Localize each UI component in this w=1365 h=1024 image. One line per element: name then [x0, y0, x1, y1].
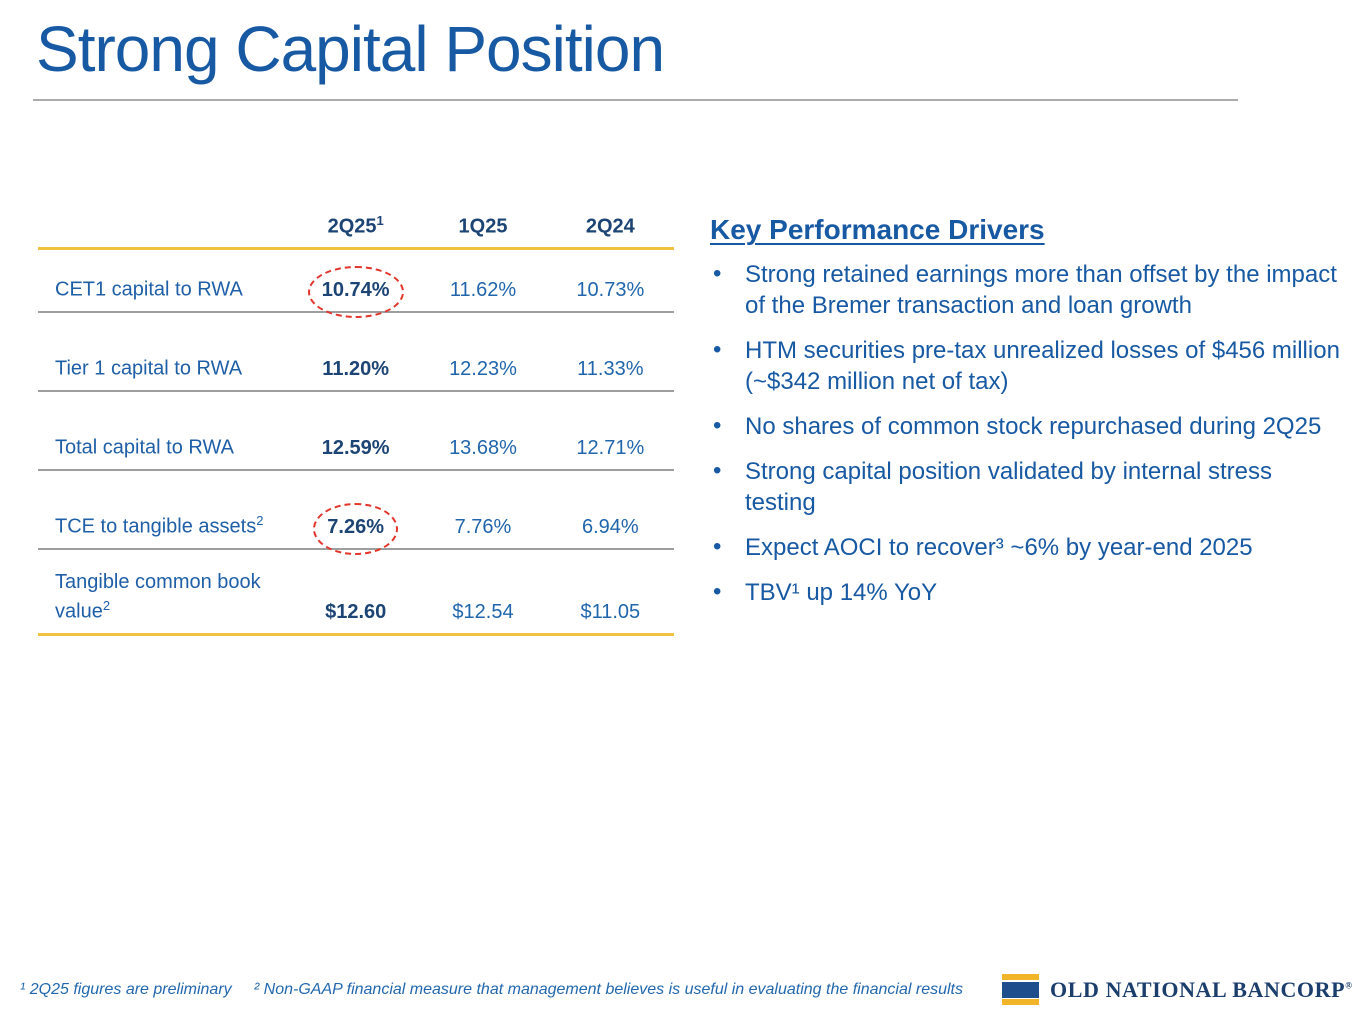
- bullet-text: HTM securities pre-tax unrealized losses…: [745, 337, 1340, 395]
- row-label: TCE to tangible assets2: [38, 509, 292, 539]
- cell-value: 11.62%: [449, 279, 517, 301]
- bullet-text: No shares of common stock repurchased du…: [745, 413, 1322, 440]
- cell-value: 7.26%: [327, 516, 385, 538]
- cell-2q24: 10.73%: [547, 279, 674, 302]
- row-label-text: Tier 1 capital to RWA: [55, 358, 243, 380]
- cell-2q25: 12.59%: [292, 437, 419, 460]
- brand-wordmark: OLD NATIONAL BANCORP®: [1050, 977, 1353, 1003]
- row-label: Tangible common book value2: [38, 570, 292, 624]
- bullet-list: Strong retained earnings more than offse…: [708, 258, 1340, 608]
- cell-value: $11.05: [580, 601, 641, 623]
- logo-gold-bar-top: [1002, 974, 1039, 980]
- row-label: CET1 capital to RWA: [38, 272, 292, 302]
- footer-logo-block: OLD NATIONAL BANCORP® 31: [1002, 974, 1365, 1005]
- old-national-logo-icon: [1002, 974, 1039, 1005]
- cell-value: 12.59%: [321, 437, 390, 459]
- cell-value: $12.54: [452, 601, 514, 623]
- row-footnote-marker: 2: [256, 513, 264, 529]
- row-label: Total capital to RWA: [38, 430, 292, 460]
- cell-2q24: 11.33%: [547, 358, 674, 381]
- row-label: Tier 1 capital to RWA: [38, 351, 292, 381]
- table-header-1q25: 1Q25: [419, 213, 546, 239]
- cell-1q25: $12.54: [419, 601, 546, 624]
- bullet-text: Strong capital position validated by int…: [745, 458, 1272, 516]
- capital-ratios-table: 2Q251 1Q25 2Q24 CET1 capital to RWA 10.7…: [38, 213, 674, 636]
- bullet-item: Strong retained earnings more than offse…: [708, 258, 1340, 321]
- bullet-text: Expect AOCI to recover³ ~6% by year-end …: [745, 534, 1253, 561]
- cell-2q25: $12.60: [292, 601, 419, 624]
- row-label-text: CET1 capital to RWA: [55, 279, 243, 301]
- row-label-text: Tangible common book value: [55, 571, 261, 623]
- logo-blue-square: [1002, 981, 1039, 998]
- cell-value: 10.73%: [576, 279, 645, 301]
- cell-1q25: 11.62%: [419, 279, 546, 302]
- table-row-total-capital: Total capital to RWA 12.59% 13.68% 12.71…: [38, 392, 674, 471]
- registered-trademark-symbol: ®: [1345, 980, 1353, 991]
- table-header-2q25: 2Q251: [292, 213, 419, 239]
- bullet-text: Strong retained earnings more than offse…: [745, 261, 1337, 319]
- cell-2q24: $11.05: [547, 601, 674, 624]
- table-row-tier1: Tier 1 capital to RWA 11.20% 12.23% 11.3…: [38, 313, 674, 392]
- row-label-text: Total capital to RWA: [55, 437, 234, 459]
- cell-2q24: 12.71%: [547, 437, 674, 460]
- row-footnote-marker: 2: [102, 598, 111, 614]
- page-title: Strong Capital Position: [36, 13, 665, 85]
- cell-2q25: 10.74%: [292, 266, 419, 318]
- bullet-item: No shares of common stock repurchased du…: [708, 410, 1340, 442]
- bullet-item: Strong capital position validated by int…: [708, 455, 1340, 518]
- column-footnote-marker: 1: [376, 213, 384, 229]
- column-label: 1Q25: [458, 216, 508, 238]
- section-heading: Key Performance Drivers: [710, 214, 1045, 245]
- cell-value: $12.60: [325, 601, 387, 623]
- table-row-tangible-book-value: Tangible common book value2 $12.60 $12.5…: [38, 550, 674, 636]
- bullet-item: TBV¹ up 14% YoY: [708, 576, 1340, 608]
- cell-value: 7.76%: [454, 516, 512, 538]
- column-label: 2Q25: [327, 216, 377, 238]
- table-row-cet1: CET1 capital to RWA 10.74% 11.62% 10.73%: [38, 250, 674, 318]
- key-performance-drivers-section: Key Performance Drivers Strong retained …: [708, 214, 1340, 622]
- footnote-line: ¹ 2Q25 figures are preliminary ² Non-GAA…: [20, 981, 963, 998]
- table-header-2q24: 2Q24: [547, 213, 674, 239]
- table-header-row: 2Q251 1Q25 2Q24: [38, 213, 674, 250]
- cell-value: 11.20%: [322, 358, 390, 380]
- cell-2q25: 11.20%: [292, 358, 419, 381]
- cell-value: 13.68%: [449, 437, 517, 459]
- red-dashed-circle-highlight: 7.26%: [313, 503, 398, 555]
- row-label-text: TCE to tangible assets: [55, 516, 257, 538]
- column-label: 2Q24: [585, 216, 635, 238]
- bullet-text: TBV¹ up 14% YoY: [745, 579, 938, 606]
- brand-name: OLD NATIONAL BANCORP: [1050, 976, 1346, 1002]
- bullet-item: HTM securities pre-tax unrealized losses…: [708, 334, 1340, 397]
- bullet-item: Expect AOCI to recover³ ~6% by year-end …: [708, 531, 1340, 563]
- cell-value: 11.33%: [577, 358, 644, 380]
- logo-gold-bar-bottom: [1002, 999, 1039, 1005]
- cell-2q24: 6.94%: [547, 516, 674, 539]
- table-row-tce: TCE to tangible assets2 7.26% 7.76% 6.94…: [38, 471, 674, 555]
- cell-value: 10.74%: [321, 279, 390, 301]
- cell-value: 12.23%: [449, 358, 517, 380]
- cell-value: 12.71%: [576, 437, 645, 459]
- footnotes: ¹ 2Q25 figures are preliminary ² Non-GAA…: [20, 944, 963, 1024]
- cell-1q25: 12.23%: [419, 358, 546, 381]
- cell-1q25: 13.68%: [419, 437, 546, 460]
- red-dashed-circle-highlight: 10.74%: [307, 266, 404, 318]
- cell-2q25: 7.26%: [292, 503, 419, 555]
- cell-value: 6.94%: [581, 516, 639, 538]
- title-underline: [33, 99, 1238, 101]
- cell-1q25: 7.76%: [419, 516, 546, 539]
